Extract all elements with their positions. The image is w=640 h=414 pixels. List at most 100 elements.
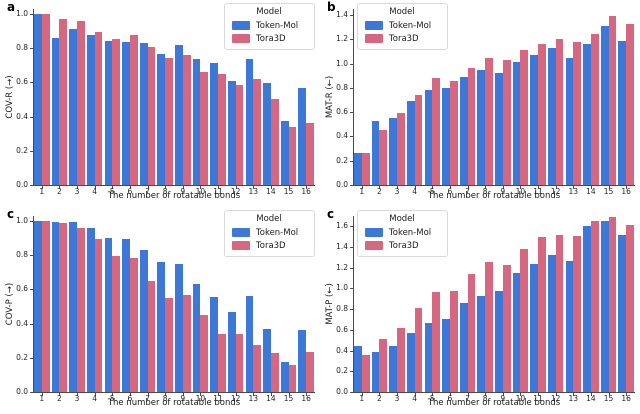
x-tickmark — [253, 393, 255, 396]
bar-token-mol-16 — [298, 329, 307, 392]
bar-token-mol-7 — [459, 76, 468, 185]
x-axis-spine — [33, 185, 315, 186]
x-tick-label: 11 — [213, 187, 223, 196]
bar-tora3d-1 — [41, 14, 50, 185]
x-tickmark — [538, 186, 540, 189]
legend-title: Model — [389, 214, 415, 224]
bar-token-mol-16 — [298, 87, 307, 185]
panel-label: c — [327, 207, 335, 221]
panel-label: a — [7, 0, 16, 14]
bar-token-mol-10 — [512, 61, 521, 185]
legend-swatch-token-mol — [232, 228, 250, 237]
x-tick-label: 15 — [603, 187, 614, 196]
y-tick-label: 0.6 — [16, 77, 28, 87]
bar-tora3d-15 — [608, 16, 617, 185]
bar-tora3d-10 — [520, 249, 529, 392]
bar-tora3d-3 — [397, 328, 405, 392]
y-tickmark — [350, 87, 353, 89]
x-tickmark — [608, 393, 610, 396]
bar-tora3d-6 — [129, 35, 138, 185]
y-tickmark — [30, 357, 33, 359]
legend-label: Token-Mol — [389, 227, 432, 238]
y-tickmark — [30, 48, 33, 50]
bar-token-mol-15 — [600, 25, 609, 185]
x-tickmark — [626, 393, 628, 396]
y-tick-label: 0.2 — [336, 155, 348, 165]
y-tickmark — [350, 160, 353, 162]
legend-item: Tora3D — [232, 239, 306, 252]
bar-token-mol-3 — [389, 346, 398, 392]
bar-tora3d-9 — [502, 265, 511, 392]
x-tick-label: 7 — [465, 187, 470, 196]
bar-token-mol-15 — [600, 220, 609, 392]
legend-swatch-token-mol — [365, 21, 383, 30]
y-tick-label: 0.0 — [16, 387, 28, 396]
x-tickmark — [200, 186, 202, 189]
x-tick-label: 15 — [283, 394, 294, 403]
bar-token-mol-6 — [442, 319, 450, 392]
x-tick-label: 11 — [213, 394, 223, 403]
x-tick-label: 2 — [57, 187, 62, 196]
x-tickmark — [361, 186, 363, 189]
bar-tora3d-1 — [361, 355, 370, 392]
y-tick-label: 0.0 — [336, 180, 348, 189]
bar-tora3d-4 — [94, 239, 103, 392]
x-tick-label: 10 — [195, 187, 206, 196]
bar-tora3d-9 — [182, 295, 191, 392]
y-tickmark — [30, 116, 33, 118]
bar-tora3d-5 — [112, 256, 121, 392]
bar-token-mol-3 — [69, 221, 78, 392]
x-axis-spine — [33, 392, 315, 393]
legend-item: Token-Mol — [232, 19, 306, 32]
bar-tora3d-6 — [129, 257, 138, 392]
bar-token-mol-1 — [354, 152, 362, 185]
bar-token-mol-13 — [565, 261, 574, 392]
panel-b: b MAT-R (←) The number of rotatable bond… — [320, 0, 640, 207]
x-tickmark — [288, 186, 290, 189]
bar-token-mol-4 — [406, 332, 415, 392]
bar-token-mol-2 — [371, 351, 380, 392]
x-tick-label: 13 — [248, 394, 259, 403]
x-tickmark — [573, 393, 575, 396]
x-tick-label: 5 — [109, 187, 115, 196]
bar-token-mol-1 — [34, 14, 42, 185]
bar-tora3d-11 — [218, 73, 226, 185]
bar-token-mol-13 — [245, 296, 254, 392]
x-tickmark — [502, 393, 504, 396]
x-tickmark — [218, 393, 220, 396]
y-tickmark — [30, 289, 33, 291]
bar-tora3d-13 — [253, 345, 262, 392]
bar-tora3d-13 — [573, 41, 582, 185]
bar-token-mol-9 — [175, 44, 183, 185]
bar-tora3d-4 — [94, 32, 103, 185]
bar-token-mol-9 — [495, 73, 503, 185]
x-tick-label: 15 — [603, 394, 614, 403]
x-tick-label: 7 — [145, 187, 150, 196]
bar-tora3d-5 — [432, 78, 441, 185]
x-tickmark — [288, 393, 290, 396]
bar-token-mol-13 — [565, 57, 574, 185]
y-tick-label: 0.4 — [16, 318, 28, 328]
x-tickmark — [467, 393, 469, 396]
bar-tora3d-11 — [218, 333, 226, 392]
legend: Model Token-Mol Tora3D — [224, 3, 315, 50]
y-tickmark — [30, 392, 33, 393]
x-tick-label: 8 — [162, 187, 168, 196]
bar-token-mol-4 — [406, 101, 415, 185]
x-tick-label: 5 — [429, 394, 435, 403]
y-tick-label: 1.0 — [16, 216, 28, 226]
x-tickmark — [520, 393, 522, 396]
legend-swatch-token-mol — [232, 21, 250, 30]
bar-tora3d-16 — [306, 122, 314, 185]
bar-token-mol-14 — [263, 83, 271, 185]
x-axis-title: The number of rotatable bonds — [107, 398, 241, 408]
y-tick-label: 1.0 — [16, 9, 28, 19]
x-tickmark — [129, 186, 131, 189]
legend: Model Token-Mol Tora3D — [357, 3, 448, 50]
x-tickmark — [626, 186, 628, 189]
bar-token-mol-2 — [371, 121, 380, 185]
x-tick-label: 3 — [394, 394, 400, 403]
bar-tora3d-15 — [288, 126, 297, 185]
panel-label: b — [327, 0, 336, 14]
x-tickmark — [397, 186, 399, 189]
